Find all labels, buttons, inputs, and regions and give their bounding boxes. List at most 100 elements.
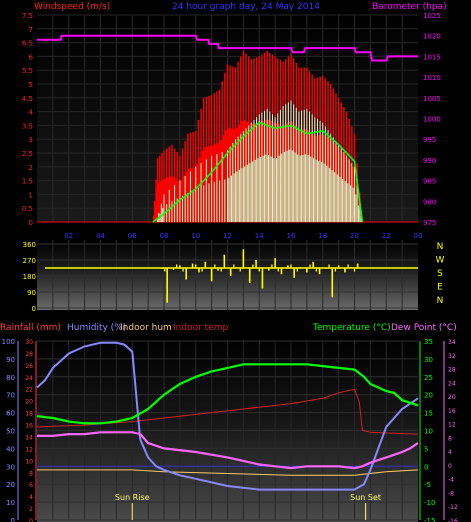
windspeed-tick-label: 7.5 — [22, 12, 33, 20]
rain-tick-label: 2 — [29, 506, 33, 513]
temperature-tick-label: 30 — [424, 356, 433, 364]
humidity-line — [36, 341, 419, 491]
barometer-line — [37, 34, 418, 62]
dew-point-line — [37, 431, 419, 470]
temperature-tick-label: -5 — [424, 481, 431, 489]
dew-point-tick-label: 12 — [448, 422, 456, 429]
indoor-humidity-line — [37, 469, 419, 476]
barometer-tick-label: 1005 — [423, 95, 441, 103]
temperature-tick-label: 15 — [424, 410, 433, 418]
barometer-tick-label: 1025 — [423, 12, 441, 20]
windspeed-tick-label: 1 — [29, 191, 33, 199]
humidity-tick-label: 10 — [6, 499, 15, 507]
time-tick-label: 22 — [382, 232, 391, 240]
dew-point-tick-label: 0 — [448, 463, 452, 470]
sun-marker-label: Sun Rise — [115, 493, 150, 502]
windspeed-tick-label: 3 — [29, 136, 33, 144]
rain-tick-label: 6 — [29, 482, 33, 489]
windspeed-tick-label: 6 — [29, 53, 34, 61]
time-tick-labels: 02 04 06 08 10 12 14 16 18 20 22 00 — [64, 232, 422, 240]
dew-point-tick-label: -4 — [448, 477, 454, 484]
rainfall-legend: Rainfall (mm) — [0, 323, 61, 333]
windspeed-tick-label: 3.5 — [22, 122, 33, 130]
rain-tick-label: 24 — [25, 375, 33, 382]
time-tick-label: 14 — [255, 232, 264, 240]
time-tick-label: 12 — [223, 232, 232, 240]
dew-point-tick-label: -12 — [448, 504, 458, 511]
compass-label: N — [437, 296, 444, 306]
wind-direction-series — [45, 249, 418, 303]
direction-degree-labels: 0 90 180 270 360 — [23, 241, 36, 313]
windspeed-tick-label: 5 — [29, 81, 33, 89]
dew-point-tick-label: 16 — [448, 408, 456, 415]
windspeed-tick-label: 0.5 — [22, 205, 33, 213]
rain-tick-label: 28 — [25, 351, 33, 358]
dew-point-tick-label: 28 — [448, 367, 456, 374]
sun-markers: Sun Rise Sun Set — [115, 493, 381, 520]
time-tick-label: 02 — [64, 232, 73, 240]
humidity-tick-label: 40 — [6, 445, 15, 453]
time-tick-label: 00 — [414, 232, 423, 240]
temperature-tick-label: 20 — [424, 392, 433, 400]
time-tick-label: 06 — [128, 232, 137, 240]
dew-point-tick-label: 32 — [448, 353, 456, 360]
direction-degree-label: 360 — [23, 241, 36, 249]
rain-tick-label: 0 — [29, 518, 33, 522]
time-tick-label: 10 — [191, 232, 200, 240]
rain-tick-label: 18 — [25, 411, 33, 418]
temperature-tick-label: 5 — [424, 445, 428, 453]
rain-tick-label: 8 — [29, 470, 33, 477]
barometer-tick-label: 990 — [423, 157, 436, 165]
barometer-tick-label: 975 — [423, 219, 436, 227]
barometer-tick-label: 995 — [423, 136, 436, 144]
rain-tick-label: 10 — [25, 458, 33, 465]
rain-tick-label: 26 — [25, 363, 33, 370]
barometer-axis-title: Barometer (hpa) — [372, 2, 447, 12]
rain-tick-label: 14 — [25, 434, 33, 441]
wind-series — [37, 34, 418, 223]
compass-label: S — [437, 269, 443, 279]
rain-tick-label: 12 — [25, 446, 33, 453]
time-tick-label: 08 — [160, 232, 169, 240]
windspeed-axis-title: Windspeed (m/s) — [34, 2, 110, 12]
humidity-tick-label: 60 — [6, 410, 15, 418]
barometer-tick-labels: 975 980 985 990 995 1000 1005 1010 1015 1020 1025 — [423, 12, 441, 227]
temperature-legend: Temperature (°C) — [312, 323, 391, 333]
indoor-temp-legend: Indoor temp — [173, 323, 228, 333]
rain-tick-label: 4 — [29, 494, 33, 501]
dew-point-tick-label: 34 — [448, 339, 456, 346]
barometer-tick-label: 980 — [423, 198, 436, 206]
direction-degree-label: 0 — [32, 305, 36, 313]
windspeed-tick-label: 6.5 — [22, 40, 33, 48]
windspeed-tick-label: 2.5 — [22, 150, 33, 158]
humidity-tick-label: 0 — [11, 517, 15, 522]
barometer-tick-label: 1015 — [423, 53, 441, 61]
direction-degree-label: 180 — [23, 273, 36, 281]
climate-axes: 0102030405060708090100024681012141618202… — [2, 338, 458, 522]
humidity-tick-label: 30 — [6, 463, 15, 471]
humidity-tick-label: 90 — [6, 356, 15, 364]
barometer-tick-label: 1000 — [423, 116, 441, 124]
humidity-legend: Humidity (%) — [67, 323, 126, 333]
windspeed-tick-label: 7 — [29, 26, 33, 34]
dew-point-tick-label: 8 — [448, 435, 452, 442]
climate-series — [36, 341, 419, 491]
temperature-tick-label: 25 — [424, 374, 433, 382]
windspeed-tick-labels: 0 0.5 1 1.5 2 2.5 3 3.5 4 4.5 5 5.5 6 6.5 7 7.5 — [22, 12, 34, 227]
wind-direction-grid — [37, 240, 418, 310]
barometer-tick-label: 985 — [423, 178, 436, 186]
compass-label: E — [437, 283, 443, 293]
temperature-line — [36, 363, 419, 425]
time-tick-label: 20 — [350, 232, 359, 240]
wind-average-line — [152, 121, 364, 223]
dew-point-tick-label: 4 — [448, 449, 452, 456]
dew-point-tick-label: 20 — [448, 394, 456, 401]
temperature-tick-label: 0 — [424, 463, 428, 471]
dew-point-legend: Dew Point (°C) — [391, 323, 457, 333]
humidity-tick-label: 20 — [6, 481, 15, 489]
time-tick-label: 16 — [287, 232, 296, 240]
dew-point-tick-label: -16 — [448, 518, 458, 522]
sun-marker-label: Sun Set — [350, 493, 381, 502]
windspeed-tick-label: 5.5 — [22, 67, 33, 75]
